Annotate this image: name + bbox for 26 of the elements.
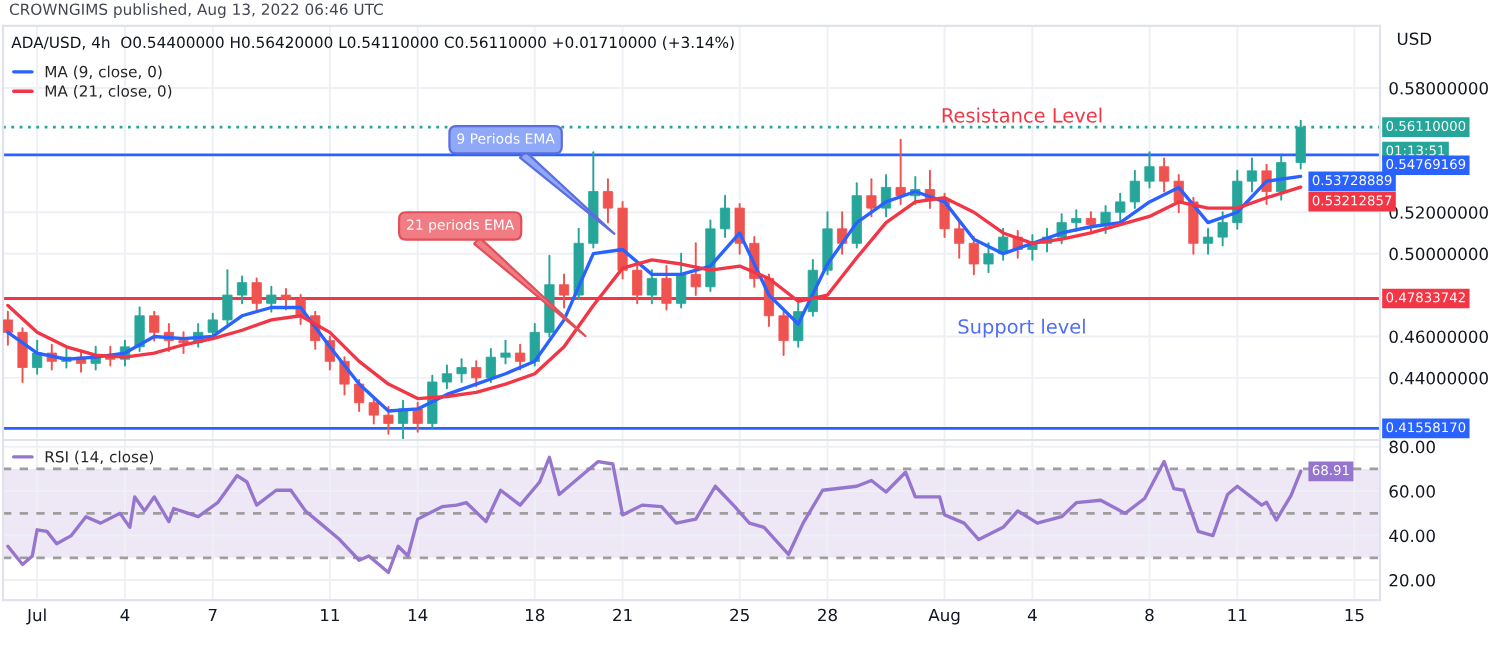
x-tick-label: 4	[1027, 608, 1037, 622]
x-tick-label: 18	[526, 608, 545, 622]
x-tick-label: 4	[120, 608, 130, 622]
x-tick-label: 28	[818, 608, 837, 622]
y-tick-label: 0.50000000	[1389, 247, 1488, 261]
y-tick-label: 80.00	[1389, 440, 1435, 454]
x-tick-label: Jul	[26, 608, 46, 625]
y-axis-title: USD	[1397, 32, 1432, 46]
y-tick-label: 60.00	[1389, 485, 1435, 498]
y-tick-label: 40.00	[1389, 529, 1435, 543]
x-tick-label: 15	[1345, 608, 1364, 622]
x-tick-label: 11	[1228, 608, 1247, 622]
y-tick-label: 0.52000000	[1389, 206, 1488, 219]
annotation: Resistance Level	[942, 107, 1102, 123]
y-tick-label: 0.44000000	[1389, 371, 1488, 385]
x-tick-label: 11	[321, 608, 339, 622]
y-tick-label: 0.46000000	[1389, 330, 1488, 344]
x-tick-label: 8	[1145, 608, 1154, 622]
annotation: Support level	[958, 318, 1085, 338]
x-tick-label: 25	[730, 608, 749, 622]
x-tick-label: Aug	[928, 608, 960, 625]
x-tick-label: 14	[408, 608, 428, 622]
x-tick-label: 7	[208, 608, 217, 622]
y-tick-label: 20.00	[1389, 574, 1435, 587]
y-tick-label: 0.58000000	[1389, 81, 1488, 95]
x-tick-label: 21	[613, 608, 632, 622]
